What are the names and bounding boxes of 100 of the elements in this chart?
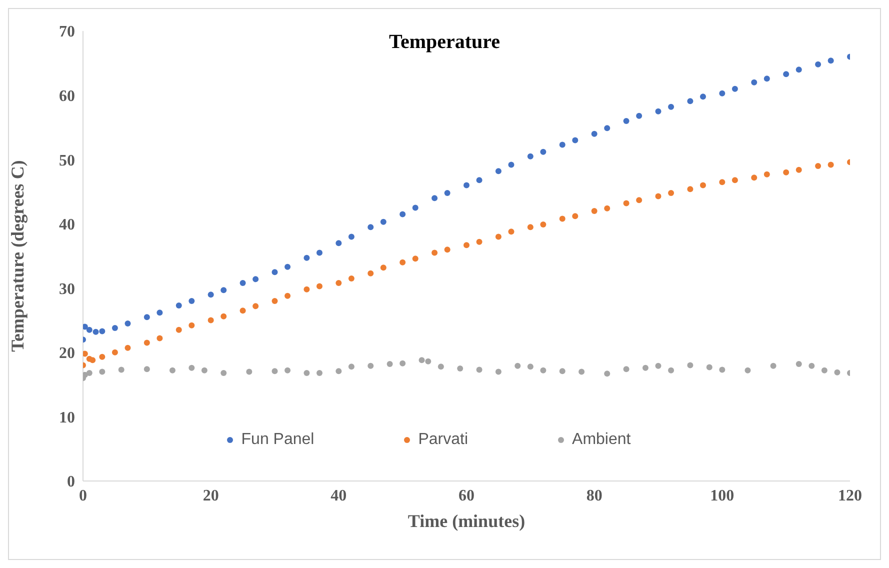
point (444, 190, 450, 196)
point (208, 317, 214, 324)
y-tick-label: 40 (59, 216, 75, 234)
point (572, 213, 578, 220)
point (304, 254, 310, 261)
point (144, 314, 150, 320)
point (188, 298, 195, 304)
point (527, 364, 534, 370)
point (764, 171, 770, 178)
point (495, 168, 502, 174)
point (508, 162, 514, 168)
point (336, 368, 342, 374)
point (719, 366, 726, 373)
point (796, 66, 802, 73)
point (118, 366, 124, 373)
legend-label: Ambient (572, 431, 631, 449)
x-axis-title: Time (minutes) (408, 511, 526, 531)
point (368, 362, 374, 369)
point (815, 163, 822, 169)
y-tick-label: 50 (59, 152, 75, 170)
point (432, 250, 438, 256)
point (527, 224, 534, 230)
point (252, 303, 259, 310)
x-tick-label: 60 (458, 487, 474, 504)
point (655, 362, 662, 369)
point (495, 368, 502, 375)
point (764, 76, 770, 82)
point (156, 335, 163, 342)
point (188, 364, 195, 371)
x-tick-label: 80 (586, 487, 602, 504)
point (834, 369, 840, 376)
point (316, 370, 322, 376)
point (304, 370, 310, 376)
point (92, 328, 99, 335)
point (495, 234, 502, 240)
point (668, 190, 674, 196)
point (90, 357, 96, 364)
point (240, 280, 246, 286)
point (438, 364, 444, 370)
point (201, 367, 208, 374)
point (744, 367, 751, 374)
y-tick-label: 30 (59, 280, 75, 298)
y-tick-label: 0 (67, 474, 75, 491)
point (412, 256, 418, 262)
point (559, 142, 566, 148)
point (751, 174, 758, 181)
point (156, 310, 163, 316)
point (604, 370, 610, 377)
point (284, 264, 291, 270)
point (99, 368, 106, 375)
point (527, 153, 534, 160)
point (457, 366, 464, 372)
point (636, 112, 642, 119)
point (828, 58, 834, 64)
point (272, 269, 278, 276)
point (572, 137, 578, 144)
point (348, 276, 354, 282)
point (112, 349, 118, 356)
point (124, 320, 131, 326)
point (412, 204, 418, 211)
point (623, 118, 630, 124)
point (99, 328, 106, 334)
point (604, 125, 610, 132)
point (316, 250, 322, 256)
y-tick-label: 10 (59, 409, 75, 426)
y-tick-label: 20 (59, 345, 75, 362)
point (783, 71, 790, 78)
point (220, 370, 227, 376)
point (368, 224, 374, 230)
point (559, 368, 566, 374)
point (464, 182, 470, 188)
point (86, 326, 92, 333)
point (400, 360, 406, 366)
point (591, 130, 598, 137)
point (796, 166, 802, 173)
point (220, 313, 227, 320)
point (380, 218, 386, 225)
point (476, 177, 482, 184)
point (540, 367, 546, 374)
point (176, 326, 182, 333)
point (112, 325, 118, 331)
point (700, 94, 706, 100)
point (400, 259, 406, 266)
point (240, 308, 246, 314)
legend-label: Fun Panel (241, 431, 314, 449)
point (316, 283, 322, 290)
legend-label: Parvati (418, 431, 468, 449)
point (623, 366, 630, 372)
chart-title: Temperature (388, 31, 500, 53)
point (770, 362, 776, 369)
point (386, 361, 393, 367)
point (540, 148, 546, 155)
point (668, 104, 674, 110)
y-axis-title: Temperature (degrees C) (7, 160, 28, 352)
point (304, 286, 310, 292)
point (578, 368, 585, 375)
point (83, 350, 88, 357)
point (687, 186, 694, 192)
point (796, 361, 802, 367)
y-tick-label: 70 (59, 24, 75, 41)
